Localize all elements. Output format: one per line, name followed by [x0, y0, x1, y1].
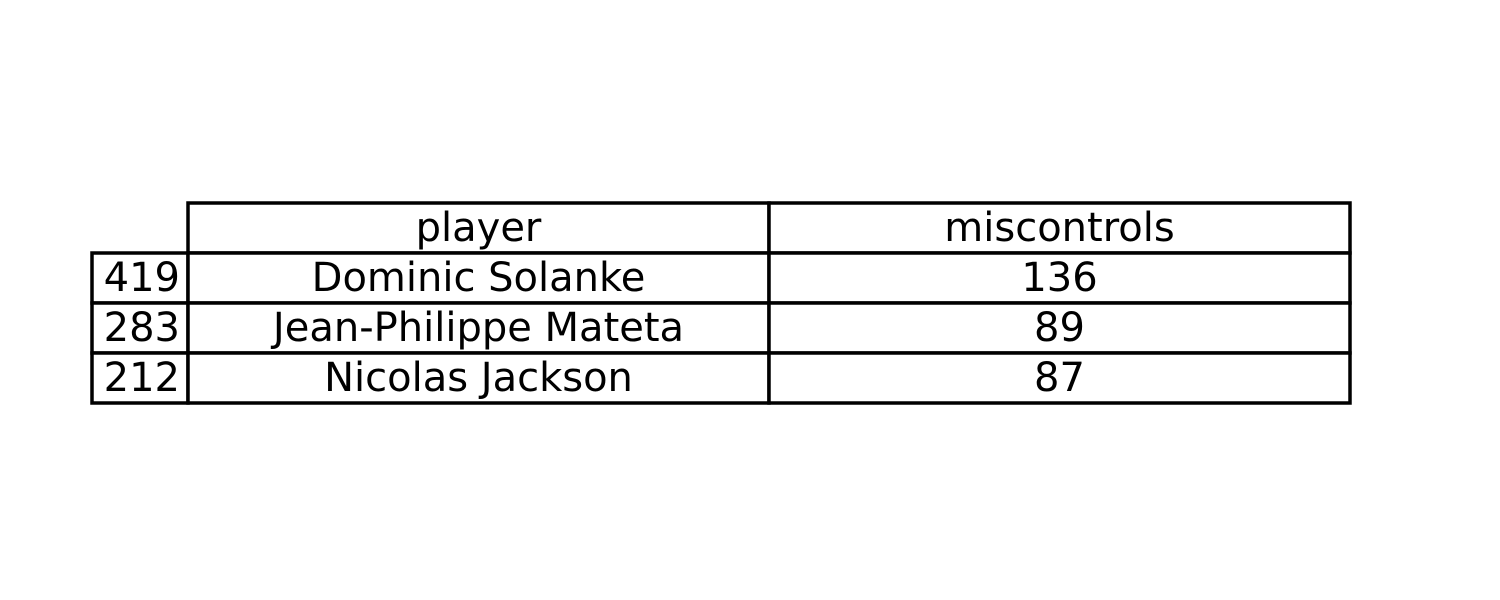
header-cell-player — [186, 201, 771, 255]
row-index-label: 212 — [104, 355, 180, 401]
cell-value-player: Dominic Solanke — [312, 255, 646, 301]
column-header-miscontrols: miscontrols — [944, 205, 1174, 251]
row-index-cell — [90, 351, 190, 405]
column-header-player: player — [416, 205, 542, 251]
cell-value-miscontrols: 87 — [1034, 355, 1085, 401]
cell-value-miscontrols: 89 — [1034, 305, 1085, 351]
table-cell-player — [186, 351, 771, 405]
cell-value-miscontrols: 136 — [1021, 255, 1097, 301]
row-index-label: 419 — [104, 255, 180, 301]
table-cell-miscontrols — [767, 351, 1352, 405]
row-index-label: 283 — [104, 305, 180, 351]
cell-value-player: Nicolas Jackson — [324, 355, 633, 401]
table-cell-miscontrols — [767, 301, 1352, 355]
cell-value-player: Jean-Philippe Mateta — [270, 305, 684, 351]
